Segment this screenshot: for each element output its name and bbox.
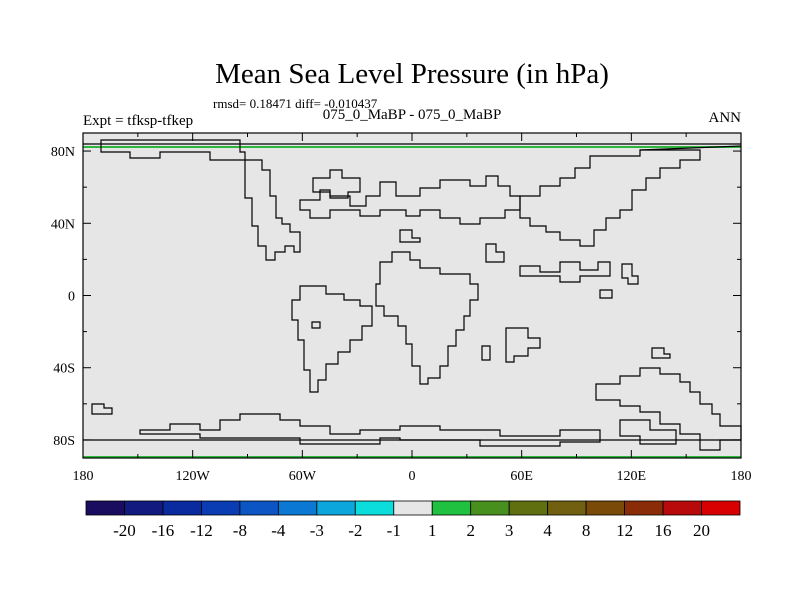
coastline-india: [519, 261, 611, 283]
y-tick-label-4: 80S: [53, 434, 75, 449]
colorbar-box-1: [124, 500, 164, 516]
colorbar-box-8: [393, 500, 433, 516]
y-tick-label-0: 80N: [51, 145, 75, 160]
colorbar-box-5: [277, 500, 318, 516]
colorbar-box-14: [624, 500, 664, 516]
colorbar-label-15: 20: [693, 521, 710, 540]
coastline-ross-sea: [619, 419, 677, 445]
colorbar-labels: -20 -16 -12 -8 -4 -3 -2 -1 1 2 3 4 8 12 16 20: [113, 521, 710, 540]
colorbar-label-13: 12: [616, 521, 633, 540]
coastline-southeast-asia: [599, 289, 613, 299]
colorbar-label-12: 8: [582, 521, 591, 540]
coastline-south-america: [291, 285, 373, 393]
coastline-europe: [299, 175, 521, 225]
colorbar-box-7: [354, 500, 395, 516]
colorbar-label-8: 1: [428, 521, 437, 540]
colorbar: [85, 500, 741, 516]
y-tick-label-2: 0: [68, 290, 75, 305]
coastline-iberia: [399, 229, 421, 243]
x-tick-label-2: 60W: [289, 469, 317, 484]
colorbar-box-16: [701, 500, 741, 516]
coastline-madagascar: [481, 345, 491, 361]
colorbar-label-10: 3: [505, 521, 514, 540]
colorbar-box-0: [85, 500, 125, 516]
chart-title: Mean Sea Level Pressure (in hPa): [215, 58, 609, 90]
colorbar-label-4: -4: [271, 521, 286, 540]
colorbar-label-9: 2: [466, 521, 475, 540]
colorbar-label-2: -12: [190, 521, 213, 540]
y-tick-label-1: 40N: [51, 217, 75, 232]
colorbar-box-12: [547, 500, 587, 516]
experiment-label: Expt = tfksp-tfkep: [83, 113, 193, 129]
x-tick-label-4: 60E: [510, 469, 533, 484]
colorbar-box-3: [201, 500, 241, 516]
y-tick-label-3: 40S: [53, 362, 75, 377]
season-label: ANN: [709, 110, 742, 126]
pressure-difference-field: [83, 133, 741, 458]
colorbar-label-6: -2: [348, 521, 362, 540]
colorbar-label-5: -3: [310, 521, 324, 540]
colorbar-box-11: [508, 500, 549, 516]
coastline-arctic-siberia: [639, 145, 742, 151]
case-label: 075_0_MaBP - 075_0_MaBP: [323, 107, 502, 123]
colorbar-box-2: [162, 500, 202, 516]
colorbar-label-0: -20: [113, 521, 136, 540]
x-tick-label-1: 120W: [176, 469, 211, 484]
map-plot: 180 120W 60W 0 60E 120E 180 80N 40N 0 40S 80S: [51, 132, 752, 484]
coastline-greenland: [100, 139, 301, 261]
coastline-japan: [621, 263, 639, 285]
colorbar-box-15: [662, 500, 702, 516]
colorbar-label-3: -8: [233, 521, 247, 540]
coastline-antarctica-east: [595, 367, 742, 451]
coastline-falklands: [311, 321, 321, 329]
colorbar-label-1: -16: [152, 521, 175, 540]
coastline-antarctic-peninsula: [91, 403, 113, 415]
stats-text: rmsd= 0.18471 diff= -0.010437: [213, 96, 378, 111]
colorbar-box-6: [316, 500, 356, 516]
colorbar-label-7: -1: [387, 521, 401, 540]
axis-tick-labels: 180 120W 60W 0 60E 120E 180 80N 40N 0 40S 80S: [51, 145, 752, 484]
x-tick-label-0: 180: [73, 469, 94, 484]
colorbar-label-11: 4: [543, 521, 552, 540]
coastlines: [83, 139, 742, 451]
colorbar-label-14: 16: [655, 521, 672, 540]
axis-ticks: [82, 133, 742, 458]
coastline-arabia: [485, 243, 505, 263]
coastline-australia: [505, 327, 541, 363]
x-tick-label-5: 120E: [617, 469, 647, 484]
coastline-africa: [375, 251, 479, 385]
coastline-new-zealand: [651, 347, 671, 359]
colorbar-box-10: [470, 500, 510, 516]
x-tick-label-6: 180: [731, 469, 752, 484]
x-tick-label-3: 0: [409, 469, 416, 484]
colorbar-box-9: [431, 500, 472, 516]
colorbar-box-4: [239, 500, 279, 516]
coastline-asia: [519, 149, 701, 247]
colorbar-box-13: [585, 500, 625, 516]
